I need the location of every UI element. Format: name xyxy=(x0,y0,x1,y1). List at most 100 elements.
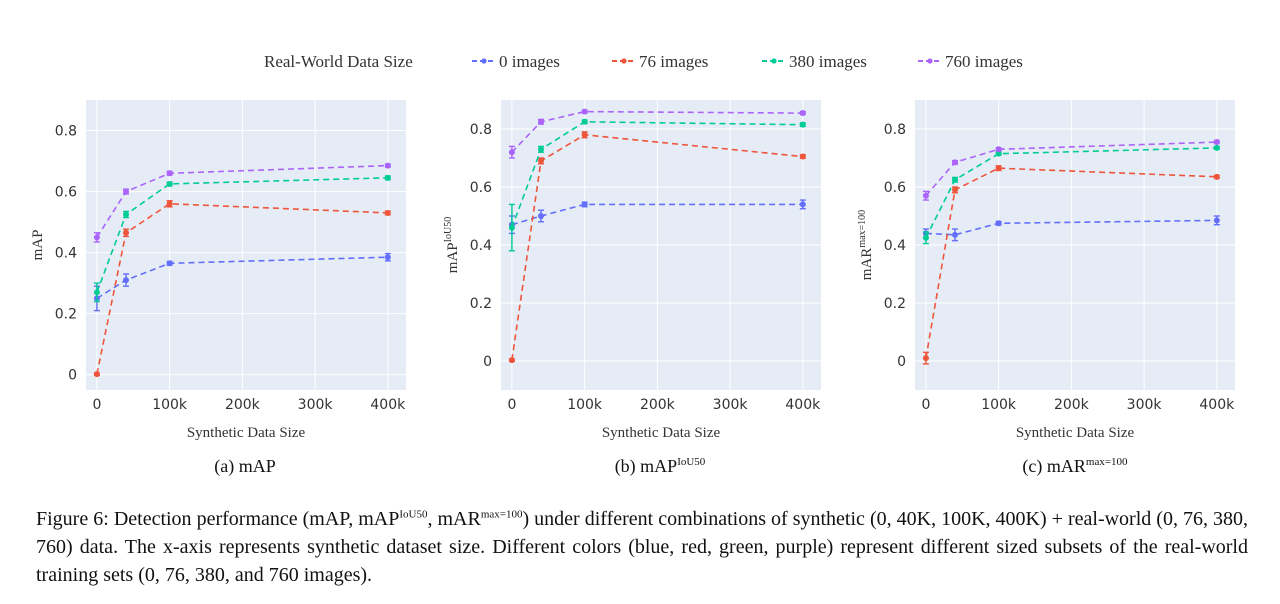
data-point xyxy=(384,254,391,261)
y-tick-label: 0.6 xyxy=(55,185,77,201)
chart-panel-1: 0 0.2 0.4 0.6 0.8 0 100k 200k 300k 400k Synthetic … xyxy=(443,100,821,477)
caption-part-3: ) under different combinations of synthe… xyxy=(36,508,1248,586)
legend: Real-World Data Size 0 images 76 images … xyxy=(264,52,1023,71)
series-line xyxy=(925,167,1217,359)
data-point xyxy=(384,209,391,216)
y-tick-label: 0.8 xyxy=(55,124,77,140)
data-point xyxy=(93,371,100,378)
y-axis-title: mARmax=100 xyxy=(857,210,875,280)
data-point xyxy=(384,162,391,169)
series-2 xyxy=(508,118,806,252)
x-tick-label: 100k xyxy=(981,397,1017,413)
legend-label-1: 76 images xyxy=(639,52,708,71)
data-point xyxy=(952,159,958,166)
legend-title: Real-World Data Size xyxy=(264,52,413,71)
data-point xyxy=(952,176,958,183)
y-tick-label: 0 xyxy=(483,354,492,370)
data-point xyxy=(922,355,929,362)
data-point xyxy=(166,170,173,177)
series-line xyxy=(96,202,388,375)
legend-item-3[interactable]: 760 images xyxy=(918,52,1023,71)
data-point xyxy=(93,289,100,296)
data-point xyxy=(1213,217,1220,224)
series-3 xyxy=(922,139,1220,201)
series-line xyxy=(925,141,1217,197)
x-tick-label: 400k xyxy=(370,397,406,413)
data-point xyxy=(799,110,806,117)
caption-part-2: , mAR xyxy=(427,508,481,530)
series-1 xyxy=(93,200,391,378)
x-tick-label: 200k xyxy=(225,397,261,413)
y-tick-label: 0.4 xyxy=(55,246,77,262)
plot-area xyxy=(86,100,406,390)
y-tick-label: 0.8 xyxy=(470,122,492,138)
subplot-caption: (a) mAP xyxy=(214,456,276,477)
y-tick-label: 0.2 xyxy=(470,296,492,312)
charts: 0 0.2 0.4 0.6 0.8 0 100k 200k 300k 400k Synthetic … xyxy=(30,100,1235,477)
series-3 xyxy=(508,108,806,159)
data-point xyxy=(166,180,173,187)
data-point xyxy=(581,118,588,125)
series-line xyxy=(96,164,388,238)
x-tick-label: 200k xyxy=(640,397,676,413)
x-tick-label: 0 xyxy=(92,397,101,413)
caption-sup-2: max=100 xyxy=(480,508,523,521)
series-1 xyxy=(508,131,806,364)
data-point xyxy=(1213,144,1220,151)
data-point xyxy=(995,146,1002,153)
figure: Real-World Data Size 0 images 76 images … xyxy=(30,52,1235,477)
data-point xyxy=(581,201,588,208)
data-point xyxy=(952,186,958,193)
y-axis-title: mAPIoU50 xyxy=(443,217,461,273)
data-point xyxy=(799,153,806,160)
subplot-caption: (c) mARmax=100 xyxy=(1022,456,1128,477)
x-tick-label: 400k xyxy=(1199,397,1235,413)
series-line xyxy=(511,133,803,361)
x-tick-label: 300k xyxy=(1127,397,1163,413)
legend-item-1[interactable]: 76 images xyxy=(612,52,708,71)
data-point xyxy=(538,213,544,219)
legend-item-0[interactable]: 0 images xyxy=(472,52,560,71)
caption-part-1: Figure 6: Detection performance (mAP, mA… xyxy=(36,508,400,530)
legend-label-2: 380 images xyxy=(789,52,867,71)
data-point xyxy=(581,108,588,115)
series-line xyxy=(511,203,803,226)
series-line xyxy=(96,256,388,300)
data-point xyxy=(166,260,173,267)
y-tick-label: 0.2 xyxy=(55,307,77,323)
caption-sup-1: IoU50 xyxy=(399,508,428,521)
data-point xyxy=(508,224,515,231)
y-tick-label: 0.6 xyxy=(884,180,906,196)
series-1 xyxy=(922,165,1220,365)
series-line xyxy=(96,177,388,293)
x-tick-label: 100k xyxy=(152,397,188,413)
y-tick-label: 0.4 xyxy=(470,238,492,254)
y-axis-title: mAP xyxy=(30,230,46,261)
data-point xyxy=(995,150,1002,157)
series-line xyxy=(511,120,803,228)
data-point xyxy=(538,118,544,125)
data-point xyxy=(1213,173,1220,180)
x-axis-title: Synthetic Data Size xyxy=(602,425,721,441)
x-tick-label: 0 xyxy=(507,397,516,413)
legend-label-3: 760 images xyxy=(945,52,1023,71)
x-tick-label: 0 xyxy=(921,397,930,413)
data-point xyxy=(922,234,929,241)
data-point xyxy=(799,121,806,128)
data-point xyxy=(995,220,1002,227)
legend-marker-1 xyxy=(621,58,627,64)
subplot-caption: (b) mAPIoU50 xyxy=(615,456,706,477)
legend-item-2[interactable]: 380 images xyxy=(762,52,867,71)
legend-marker-0 xyxy=(481,58,487,64)
data-point xyxy=(166,200,173,207)
data-point xyxy=(1213,139,1220,146)
legend-marker-2 xyxy=(771,58,777,64)
series-2 xyxy=(93,174,391,303)
series-3 xyxy=(93,162,391,243)
data-point xyxy=(123,277,129,284)
y-tick-label: 0.2 xyxy=(884,296,906,312)
x-tick-label: 300k xyxy=(298,397,334,413)
x-axis-title: Synthetic Data Size xyxy=(1016,425,1135,441)
y-tick-label: 0 xyxy=(68,368,77,384)
data-point xyxy=(538,157,544,164)
